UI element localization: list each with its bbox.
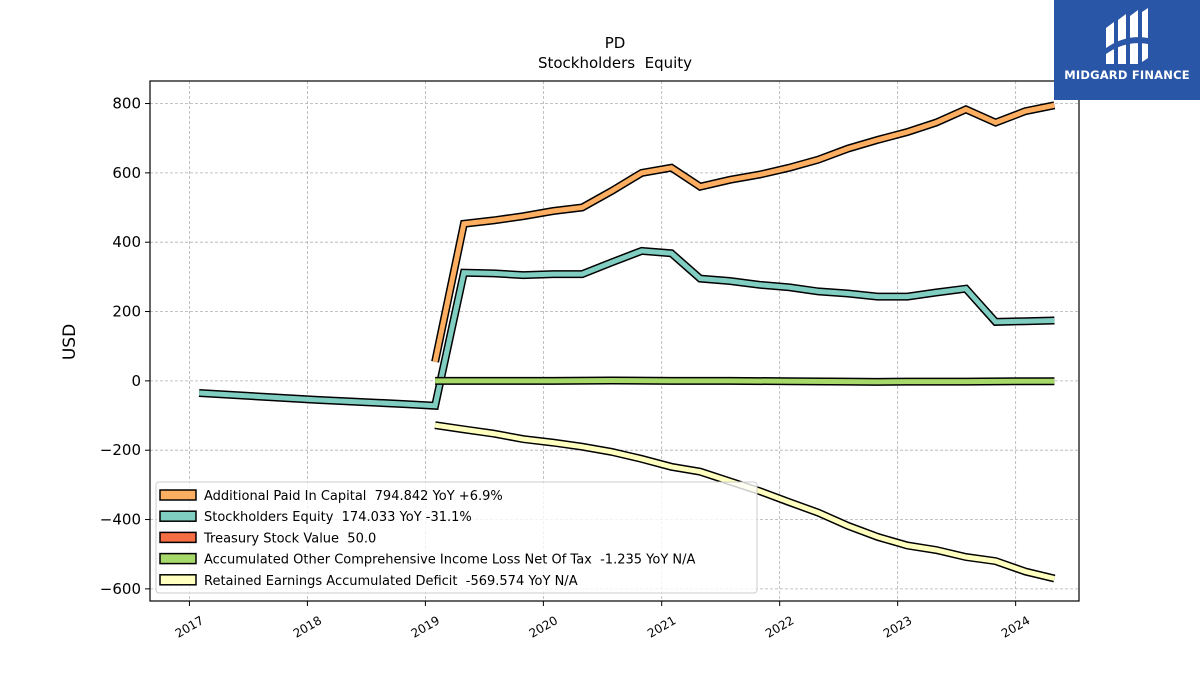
x-tick-label: 2020 [527, 613, 560, 640]
x-tick-label: 2018 [291, 613, 324, 640]
legend-label: Accumulated Other Comprehensive Income L… [204, 553, 695, 568]
x-tick-label: 2024 [999, 613, 1032, 640]
y-tick-label: 800 [112, 95, 141, 113]
x-tick-label: 2022 [763, 613, 796, 640]
x-tick-label: 2021 [645, 613, 678, 640]
chart-title: PD [605, 34, 626, 52]
legend-swatch [159, 531, 197, 544]
y-tick-label: 600 [112, 164, 141, 182]
y-tick-label: 200 [112, 303, 141, 321]
y-tick-label: −400 [100, 511, 141, 529]
legend-swatch [159, 574, 197, 586]
x-tick-label: 2017 [173, 613, 206, 640]
legend-label: Stockholders Equity 174.033 YoY -31.1% [204, 510, 472, 525]
legend-label: Retained Earnings Accumulated Deficit -5… [204, 574, 578, 589]
grid-layer [150, 81, 1079, 601]
legend-box [155, 481, 758, 594]
y-tick-label: −200 [100, 441, 141, 459]
logo-text: MIDGARD FINANCE [1064, 68, 1190, 82]
series-line [432, 102, 1055, 363]
legend-label: Additional Paid In Capital 794.842 YoY +… [204, 489, 503, 504]
x-tick-label: 2019 [409, 613, 442, 640]
legend-swatch [159, 510, 197, 522]
legend-swatch [159, 552, 197, 565]
legend-swatch [159, 489, 197, 501]
y-tick-label: 400 [112, 233, 141, 251]
series-line [435, 377, 1055, 385]
legend-label: Treasury Stock Value 50.0 [203, 531, 376, 546]
plot-area-frame [149, 80, 1080, 602]
logo-mark-icon [1106, 8, 1148, 64]
chart-subtitle: Stockholders Equity [538, 54, 692, 72]
y-axis-label: USD [60, 324, 80, 360]
series-line [198, 248, 1055, 409]
y-tick-label: 0 [131, 372, 141, 390]
y-tick-label: −600 [100, 580, 141, 598]
series-outline [431, 101, 1056, 363]
midgard-finance-logo: MIDGARD FINANCE [1054, 0, 1200, 100]
legend: Additional Paid In Capital 794.842 YoY +… [155, 481, 758, 594]
x-tick-label: 2023 [881, 613, 914, 640]
